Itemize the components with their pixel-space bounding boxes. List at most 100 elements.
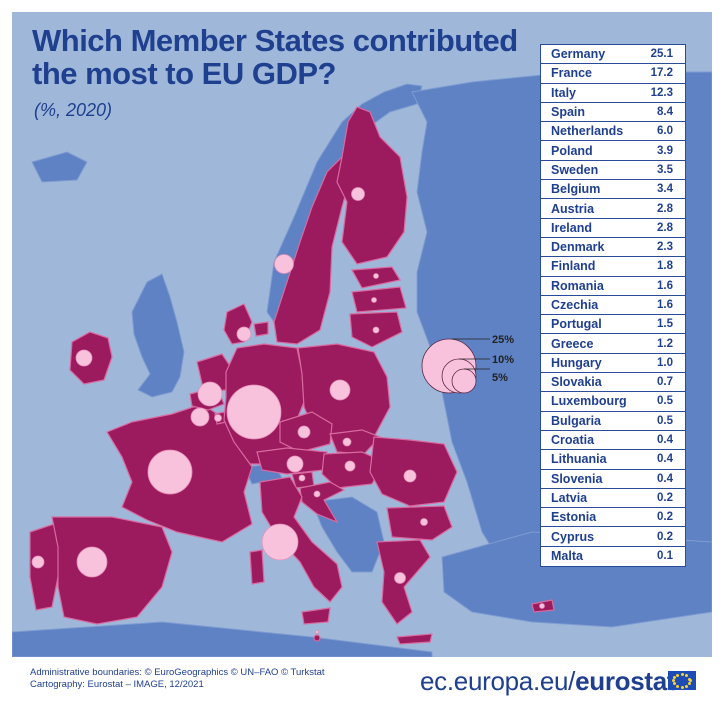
legend-label-10: 10% xyxy=(492,354,514,366)
land-croatia xyxy=(299,481,346,524)
bubble-denmark xyxy=(236,326,252,342)
gdp-share-value: 0.4 xyxy=(657,434,673,447)
bubble-czechia xyxy=(297,425,311,439)
land-bulgaria xyxy=(386,505,453,541)
country-name: Denmark xyxy=(551,240,605,255)
country-name: Czechia xyxy=(551,298,599,312)
land-sicily xyxy=(301,607,331,625)
gdp-share-value: 0.2 xyxy=(657,491,673,504)
footer-cartography: Cartography: Eurostat – IMAGE, 12/2021 xyxy=(30,679,204,690)
gdp-share-value: 1.0 xyxy=(657,356,673,369)
eurostat-url: ec.europa.eu/eurostat xyxy=(420,666,676,697)
bubble-latvia xyxy=(371,297,377,303)
country-name: Germany xyxy=(551,47,606,62)
bubble-portugal xyxy=(31,555,45,569)
table-row: Czechia 1.6 xyxy=(541,296,685,316)
country-name: Netherlands xyxy=(551,124,624,139)
table-row: Slovakia 0.7 xyxy=(541,373,685,393)
gdp-share-value: 0.4 xyxy=(657,453,673,466)
bubble-spain xyxy=(76,546,108,578)
country-name: Italy xyxy=(551,85,577,100)
bubble-sweden xyxy=(274,254,294,274)
bubble-romania xyxy=(403,469,417,483)
table-row: Latvia 0.2 xyxy=(541,489,685,509)
table-row: Cyprus 0.2 xyxy=(541,527,685,547)
country-name: Ireland xyxy=(551,220,592,235)
table-row: Croatia 0.4 xyxy=(541,431,685,451)
gdp-share-value: 1.2 xyxy=(657,337,673,350)
country-name: Luxembourg xyxy=(551,394,627,409)
country-name: Greece xyxy=(551,336,594,351)
country-name: Slovakia xyxy=(551,375,602,390)
legend-label-25: 25% xyxy=(492,334,514,346)
land-denmark-island xyxy=(253,321,269,337)
gdp-share-value: 1.8 xyxy=(657,260,673,273)
table-row: Finland 1.8 xyxy=(541,257,685,277)
bubble-slovenia xyxy=(298,474,306,482)
size-legend: 25% 10% 5% xyxy=(421,334,514,394)
table-row: Sweden 3.5 xyxy=(541,161,685,181)
gdp-share-value: 0.2 xyxy=(657,511,673,524)
brand-prefix: ec.europa.eu/ xyxy=(420,666,576,696)
brand-bold: eurostat xyxy=(575,666,676,696)
country-name: Portugal xyxy=(551,317,602,332)
bubble-greece xyxy=(394,572,406,584)
eu-flag-icon xyxy=(668,671,696,690)
gdp-share-value: 0.2 xyxy=(657,530,673,543)
gdp-share-value: 0.1 xyxy=(657,550,673,563)
table-row: Luxembourg 0.5 xyxy=(541,392,685,412)
bubble-malta xyxy=(315,630,319,634)
bubble-lithuania xyxy=(372,326,380,334)
country-name: Spain xyxy=(551,105,586,120)
gdp-share-value: 1.6 xyxy=(657,279,673,292)
table-row: Malta 0.1 xyxy=(541,547,685,566)
table-row: Ireland 2.8 xyxy=(541,219,685,238)
bubble-italy xyxy=(261,523,299,561)
table-row: Netherlands 6.0 xyxy=(541,122,685,142)
country-name: Slovenia xyxy=(551,471,603,486)
land-north-africa xyxy=(12,621,433,657)
bubble-estonia xyxy=(373,273,379,279)
table-row: Denmark 2.3 xyxy=(541,238,685,258)
gdp-share-value: 12.3 xyxy=(650,86,673,99)
country-name: Bulgaria xyxy=(551,413,602,428)
footer-boundaries: Administrative boundaries: © EuroGeograp… xyxy=(30,667,325,678)
gdp-share-value: 0.4 xyxy=(657,472,673,485)
table-row: Germany 25.1 xyxy=(541,45,685,65)
country-name: Belgium xyxy=(551,182,601,197)
gdp-bubbles xyxy=(31,187,545,634)
country-name: Malta xyxy=(551,549,583,564)
country-name: Sweden xyxy=(551,162,599,177)
bubble-cyprus xyxy=(539,603,545,609)
gdp-share-value: 0.5 xyxy=(657,414,673,427)
land-malta xyxy=(313,634,321,642)
bubble-france xyxy=(147,449,193,495)
bubble-bulgaria xyxy=(420,518,428,526)
table-row: Estonia 0.2 xyxy=(541,508,685,528)
table-row: Poland 3.9 xyxy=(541,141,685,161)
gdp-share-value: 1.5 xyxy=(657,318,673,331)
table-row: Italy 12.3 xyxy=(541,84,685,103)
table-row: Hungary 1.0 xyxy=(541,354,685,374)
country-name: Lithuania xyxy=(551,452,607,467)
country-name: Cyprus xyxy=(551,529,595,544)
land-iceland xyxy=(31,151,88,183)
title-line-2: the most to EU GDP? xyxy=(32,56,336,91)
country-name: Poland xyxy=(551,143,593,158)
bubble-slovakia xyxy=(342,437,352,447)
gdp-share-value: 0.5 xyxy=(657,395,673,408)
map-title: Which Member States contributed the most… xyxy=(32,24,518,90)
gdp-share-value: 2.8 xyxy=(657,202,673,215)
bubble-luxembourg xyxy=(214,414,222,422)
country-name: Hungary xyxy=(551,355,602,370)
land-spain xyxy=(51,516,173,625)
gdp-share-value: 25.1 xyxy=(650,48,673,61)
table-row: Romania 1.6 xyxy=(541,277,685,296)
land-sardinia xyxy=(249,549,265,585)
land-latvia xyxy=(351,286,407,313)
gdp-share-value: 2.3 xyxy=(657,241,673,254)
gdp-share-value: 1.6 xyxy=(657,299,673,311)
bubble-croatia xyxy=(313,490,321,498)
table-row: Greece 1.2 xyxy=(541,334,685,354)
